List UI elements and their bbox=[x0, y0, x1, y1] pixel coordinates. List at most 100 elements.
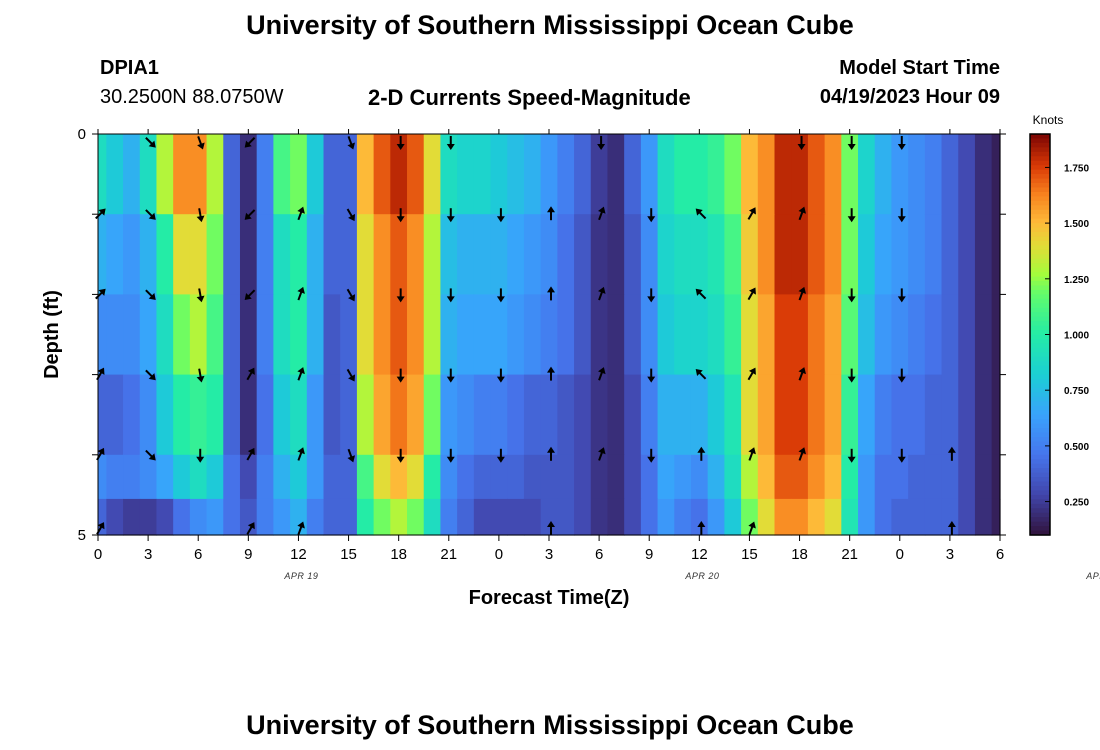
vector-head bbox=[98, 288, 106, 296]
heatmap-cell bbox=[523, 294, 542, 376]
heatmap-cell bbox=[123, 498, 141, 536]
y-tick-label: 5 bbox=[78, 527, 86, 544]
colorbar-segment bbox=[1030, 196, 1050, 202]
heatmap-cell bbox=[690, 214, 709, 295]
heatmap-cell bbox=[958, 294, 976, 376]
heatmap-cell bbox=[891, 498, 909, 536]
x-tick-label: 3 bbox=[545, 546, 553, 563]
page-title-bottom: University of Southern Mississippi Ocean… bbox=[246, 710, 854, 740]
heatmap-cell bbox=[123, 134, 141, 215]
heatmap-cell bbox=[156, 134, 174, 215]
current-vector-arrow bbox=[798, 206, 806, 221]
colorbar-segment bbox=[1030, 387, 1050, 394]
vector-head bbox=[847, 376, 856, 383]
heatmap-cell bbox=[189, 134, 208, 215]
colorbar-segment bbox=[1030, 401, 1050, 407]
heatmap-cell bbox=[757, 134, 776, 215]
current-vector-arrow bbox=[798, 447, 806, 461]
vector-head bbox=[148, 292, 156, 301]
colorbar-segment bbox=[1030, 481, 1050, 487]
heatmap-cell bbox=[256, 374, 274, 456]
vector-shaft bbox=[747, 211, 754, 220]
x-tick-label: 18 bbox=[390, 546, 407, 563]
heatmap-cell bbox=[306, 454, 325, 500]
heatmap-cell bbox=[858, 498, 876, 536]
heatmap-cell bbox=[774, 214, 792, 295]
heatmap-cell bbox=[924, 294, 943, 376]
current-vector-arrow bbox=[396, 368, 405, 383]
vector-shaft bbox=[798, 211, 804, 221]
current-vector-arrow bbox=[346, 368, 356, 382]
current-vector-arrow bbox=[347, 136, 355, 150]
current-vector-arrow bbox=[647, 368, 656, 383]
colorbar-segment bbox=[1030, 463, 1050, 469]
current-vector-arrow bbox=[747, 287, 756, 301]
heatmap-cell bbox=[98, 454, 107, 500]
model-start-label: Model Start Time bbox=[839, 57, 1000, 79]
heatmap-cell bbox=[774, 454, 792, 500]
heatmap-cell bbox=[574, 374, 592, 456]
colorbar-tick-label: 0.500 bbox=[1064, 442, 1089, 453]
heatmap-cell bbox=[423, 214, 442, 295]
heatmap-cell bbox=[590, 214, 609, 295]
current-vector-arrow bbox=[697, 521, 706, 535]
colorbar-segment bbox=[1030, 321, 1050, 327]
vector-shaft bbox=[598, 371, 604, 381]
heatmap-cell bbox=[440, 454, 458, 500]
colorbar-segment bbox=[1030, 347, 1050, 353]
chart-subtitle: 2-D Currents Speed-Magnitude bbox=[368, 85, 691, 110]
vector-head bbox=[196, 375, 205, 383]
heatmap-cell bbox=[290, 214, 308, 295]
colorbar-segment bbox=[1030, 432, 1050, 438]
colorbar-segment bbox=[1030, 312, 1050, 318]
heatmap-cell bbox=[908, 294, 926, 376]
heatmap-cell bbox=[891, 454, 909, 500]
colorbar-segment bbox=[1030, 205, 1050, 211]
heatmap-cell bbox=[290, 134, 308, 215]
heatmap-cell bbox=[557, 294, 575, 376]
heatmap-cell bbox=[473, 294, 492, 376]
vector-head bbox=[695, 208, 703, 216]
vector-shaft bbox=[246, 371, 253, 381]
heatmap-cell bbox=[223, 498, 241, 536]
heatmap-cell bbox=[974, 498, 993, 536]
heatmap-cell bbox=[807, 214, 826, 295]
heatmap-cell bbox=[657, 374, 675, 456]
heatmap-cell bbox=[657, 454, 675, 500]
colorbar-tick-label: 1.750 bbox=[1064, 163, 1089, 174]
vector-shaft bbox=[346, 208, 353, 218]
heatmap-cell bbox=[557, 454, 575, 500]
current-vector-arrow bbox=[797, 136, 806, 150]
heatmap-cell bbox=[290, 498, 308, 536]
heatmap-cell bbox=[924, 214, 943, 295]
heatmap-cell bbox=[707, 374, 725, 456]
vector-head bbox=[897, 144, 906, 150]
x-tick-label: 21 bbox=[440, 546, 457, 563]
vector-head bbox=[697, 446, 706, 453]
colorbar-segment bbox=[1030, 508, 1050, 514]
x-tick-label: 0 bbox=[896, 546, 904, 563]
current-vector-arrow bbox=[647, 448, 656, 463]
current-vector-arrow bbox=[496, 448, 505, 463]
heatmap-cell bbox=[874, 134, 893, 215]
heatmap-cell bbox=[590, 374, 609, 456]
current-vector-arrow bbox=[396, 448, 405, 463]
heatmap-cell bbox=[757, 374, 776, 456]
heatmap-cell bbox=[507, 214, 525, 295]
heatmap-cell bbox=[356, 214, 375, 295]
colorbar-segment bbox=[1030, 178, 1050, 184]
heatmap-cell bbox=[407, 134, 425, 215]
colorbar-segment bbox=[1030, 374, 1050, 380]
colorbar-segment bbox=[1030, 169, 1050, 175]
current-vector-arrow bbox=[695, 288, 707, 300]
colorbar-segment bbox=[1030, 450, 1050, 456]
heatmap-cell bbox=[607, 214, 625, 295]
heatmap-cell bbox=[958, 214, 976, 295]
x-tick-label: 3 bbox=[144, 546, 152, 563]
heatmap-cell bbox=[390, 134, 408, 215]
heatmap-cell bbox=[407, 498, 425, 536]
colorbar-tick-label: 0.250 bbox=[1064, 498, 1089, 509]
current-vector-arrow bbox=[244, 289, 256, 301]
heatmap-cell bbox=[173, 498, 191, 536]
colorbar-segment bbox=[1030, 174, 1050, 180]
